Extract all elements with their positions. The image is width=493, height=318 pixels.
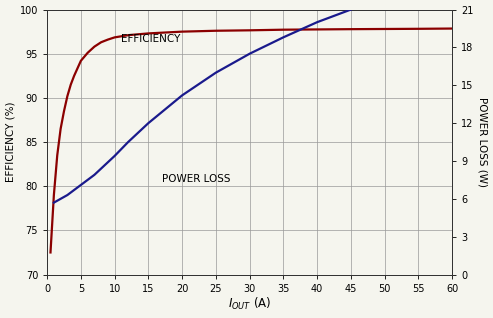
Text: EFFICIENCY: EFFICIENCY: [121, 34, 181, 44]
Text: POWER LOSS: POWER LOSS: [162, 174, 230, 184]
Y-axis label: POWER LOSS (W): POWER LOSS (W): [477, 97, 488, 187]
Y-axis label: EFFICIENCY (%): EFFICIENCY (%): [5, 102, 16, 182]
X-axis label: $I_{OUT}$ (A): $I_{OUT}$ (A): [228, 296, 271, 313]
